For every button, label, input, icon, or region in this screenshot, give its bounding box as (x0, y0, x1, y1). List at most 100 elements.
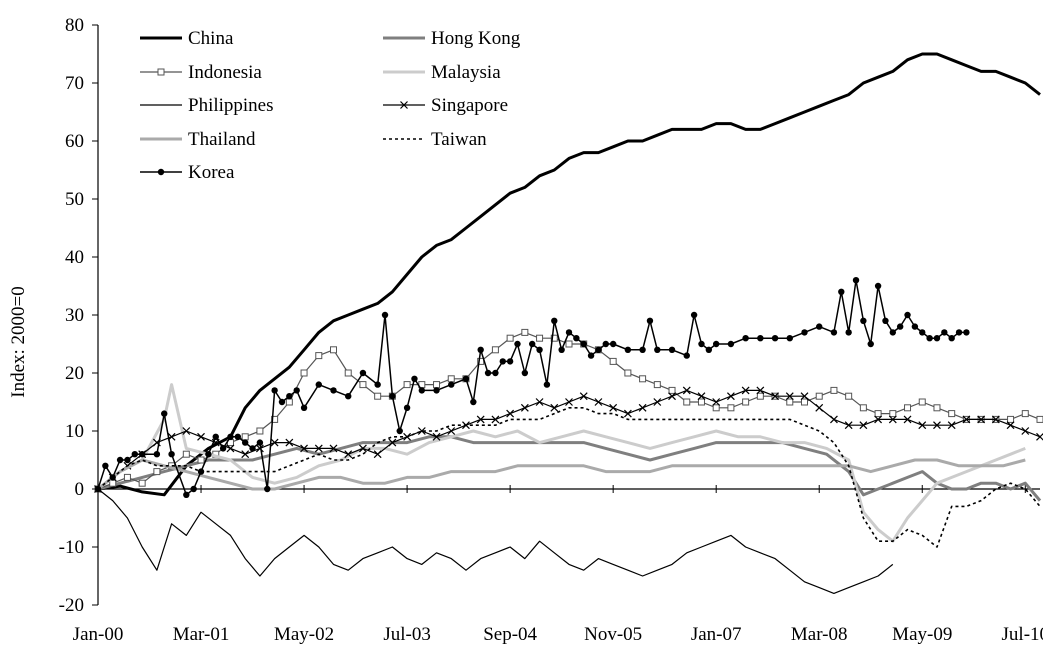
data-point (388, 438, 397, 447)
data-point (550, 403, 559, 412)
data-point (447, 375, 455, 383)
data-point (977, 415, 986, 424)
data-point (654, 346, 661, 353)
data-point (558, 346, 565, 353)
data-point (690, 311, 698, 319)
data-point (183, 491, 190, 498)
data-point (285, 398, 293, 406)
legend-label: Korea (188, 162, 235, 183)
data-point (757, 335, 764, 342)
series-line (97, 383, 1026, 543)
data-point (1036, 415, 1043, 423)
data-point (859, 421, 868, 430)
data-point (962, 415, 971, 424)
legend-label: Singapore (431, 95, 508, 116)
data-point (668, 346, 676, 353)
data-point (565, 329, 573, 336)
data-point (609, 403, 618, 412)
data-point (153, 451, 161, 458)
data-point (157, 68, 165, 76)
data-point (432, 432, 441, 441)
data-point (286, 393, 293, 400)
data-point (190, 485, 197, 493)
legend-item: Philippines (140, 95, 274, 116)
data-point (963, 329, 970, 336)
data-point (1006, 421, 1015, 430)
data-point (543, 381, 551, 388)
data-point (602, 340, 609, 348)
data-point (521, 369, 529, 377)
x-tick-label: Mar-08 (791, 624, 848, 645)
x-tick-label: Jul-03 (383, 624, 431, 645)
data-point (741, 386, 750, 395)
data-point (138, 451, 146, 458)
data-point (919, 329, 926, 336)
data-point (514, 340, 521, 348)
data-point (212, 433, 219, 440)
data-point (911, 323, 919, 330)
data-point (330, 346, 337, 354)
data-point (270, 438, 279, 447)
legend-item: Thailand (140, 129, 256, 150)
data-point (241, 433, 249, 441)
x-tick-label: Mar-01 (173, 624, 230, 645)
data-point (344, 369, 352, 377)
data-point (462, 375, 470, 382)
data-point (941, 329, 948, 336)
data-point (742, 335, 749, 342)
data-point (315, 352, 323, 360)
data-point (816, 323, 823, 330)
data-point (271, 387, 278, 394)
data-point (300, 369, 308, 377)
data-point (830, 386, 838, 394)
data-point (948, 410, 956, 418)
data-point (300, 444, 308, 453)
data-point (882, 317, 889, 324)
data-point (579, 392, 588, 401)
data-point (359, 369, 367, 377)
axes: 80 70 60 50 40 30 20 10 0 -10 -20 Jan-00 Mar-01 May-0… (59, 15, 1043, 645)
data-point (653, 381, 661, 389)
legend-item: Singapore (383, 95, 508, 116)
series-china (97, 52, 1041, 497)
data-point (838, 288, 845, 295)
data-point (264, 485, 271, 493)
legend-item: Indonesia (140, 62, 262, 83)
series-hong-kong (97, 435, 1042, 502)
data-point (197, 468, 205, 475)
data-point (197, 456, 205, 464)
data-point (329, 444, 338, 453)
data-point (727, 404, 735, 412)
data-point (396, 427, 403, 435)
data-point (116, 456, 124, 464)
legend-item: China (140, 28, 234, 49)
data-point (433, 387, 440, 394)
data-point (903, 415, 912, 424)
data-point (359, 444, 367, 453)
data-point (860, 317, 867, 324)
y-tick-label: 10 (65, 421, 84, 442)
data-point (226, 444, 235, 453)
data-point (955, 329, 963, 336)
data-point (476, 415, 485, 424)
data-point (874, 415, 883, 424)
data-point (639, 346, 646, 353)
y-tick-label: 40 (65, 247, 84, 268)
x-tick-label: Jul-10 (1002, 624, 1043, 645)
data-point (256, 427, 264, 435)
data-point (400, 101, 408, 109)
data-point (256, 439, 264, 446)
data-point (683, 352, 690, 359)
data-point (624, 346, 632, 353)
data-point (933, 404, 941, 412)
data-point (845, 329, 852, 336)
data-point (161, 410, 168, 417)
data-point (227, 433, 234, 440)
y-tick-label: 60 (65, 131, 84, 152)
data-point (403, 381, 411, 389)
data-point (756, 392, 764, 400)
data-point (638, 403, 647, 412)
y-tick-label: 0 (75, 479, 85, 500)
data-point (771, 335, 779, 342)
